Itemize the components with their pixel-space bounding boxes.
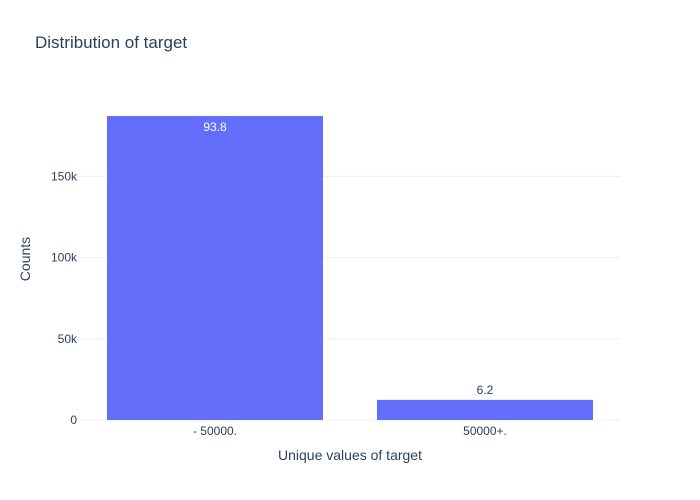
x-tick-label: 50000+. [463, 424, 507, 438]
bars [107, 116, 593, 420]
x-tick-label: - 50000. [193, 424, 237, 438]
x-axis-title: Unique values of target [278, 447, 422, 463]
x-axis-ticks: - 50000. 50000+. [193, 424, 507, 438]
y-tick-label: 100k [51, 251, 78, 265]
y-tick-label: 50k [58, 332, 78, 346]
y-axis-ticks: 0 50k 100k 150k [51, 169, 78, 427]
bar-data-label: 93.8 [203, 120, 227, 134]
y-tick-label: 0 [70, 413, 77, 427]
bar[interactable] [107, 116, 323, 420]
data-labels: 93.8 6.2 [203, 120, 493, 397]
bar[interactable] [377, 399, 593, 420]
bar-data-label: 6.2 [477, 383, 494, 397]
y-tick-label: 150k [51, 169, 78, 183]
y-axis-title: Counts [17, 237, 33, 281]
chart-title: Distribution of target [35, 33, 188, 52]
